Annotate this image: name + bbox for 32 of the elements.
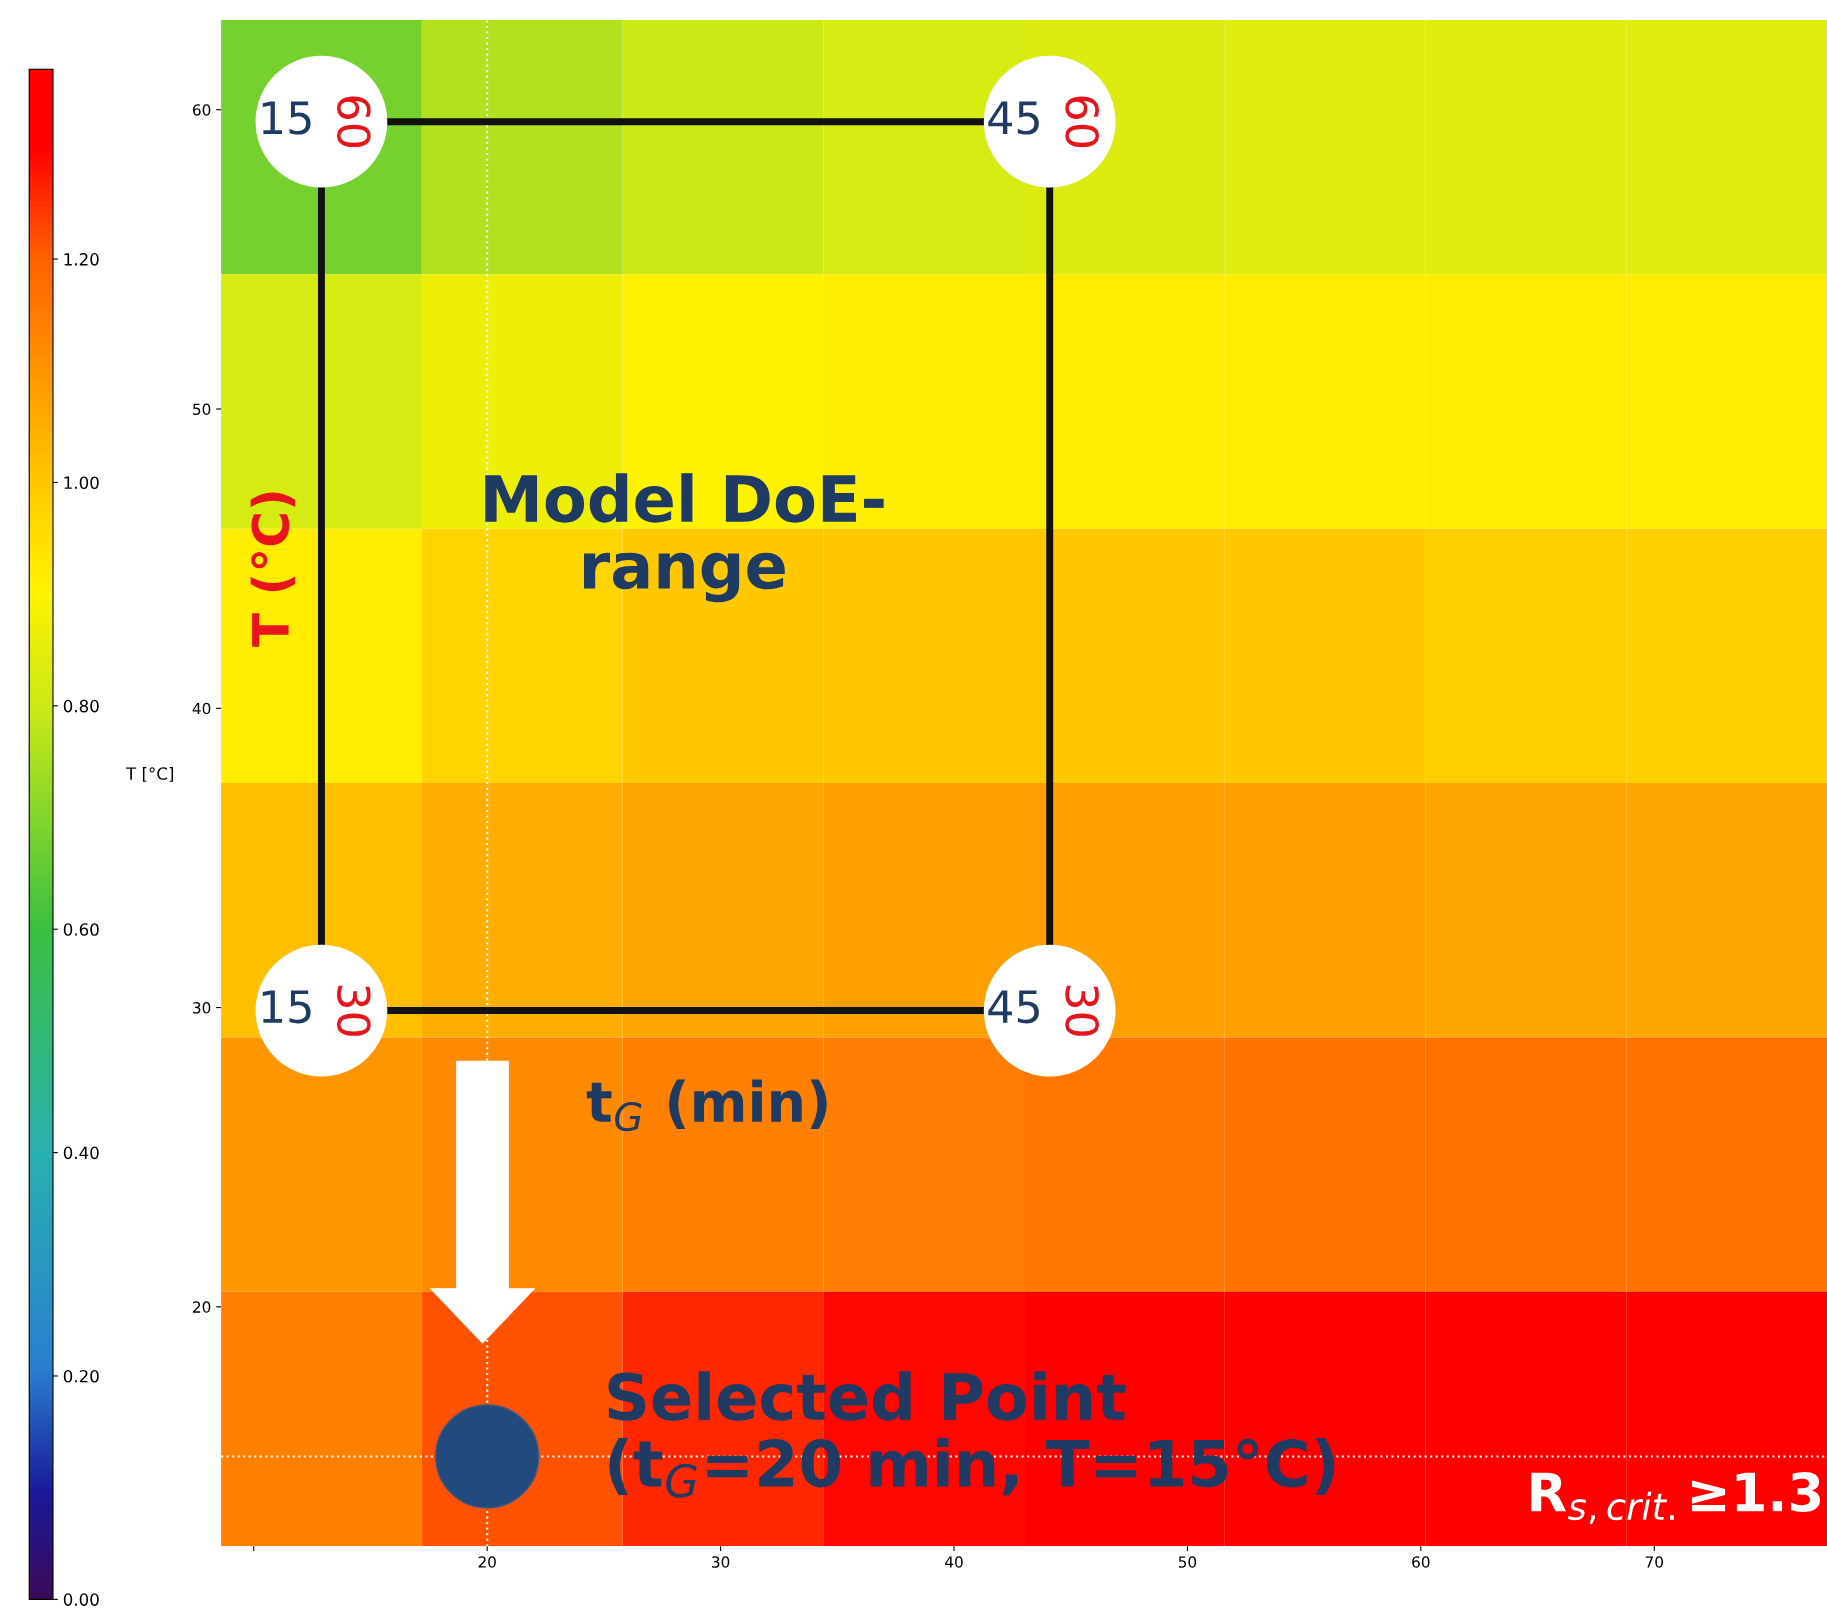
color-bar-label: 1.20: [64, 253, 99, 266]
annotation: R$_{s,crit.}$≥1.3: [1531, 1471, 1820, 1525]
annotation: 30: [337, 985, 371, 1036]
x-tick-label: 60: [1412, 1556, 1430, 1568]
color-bar-label: 1.00: [64, 476, 99, 490]
x-tick-label: 70: [1645, 1556, 1663, 1568]
y-tick-label: 60: [192, 104, 211, 116]
x-tick-label: 20: [478, 1556, 496, 1568]
annotation: T (°C): [250, 492, 296, 647]
x-tick-label: 40: [945, 1556, 963, 1568]
color-bar-label: 0.20: [63, 1369, 99, 1383]
y-axis-title: T [°C]: [125, 766, 174, 782]
annotation: t$_{G}$ (min): [586, 1079, 827, 1132]
annotation: 15: [262, 101, 311, 135]
x-tick-label: 30: [712, 1556, 730, 1568]
annotation: 60: [1065, 96, 1099, 148]
annotation: 60: [337, 96, 371, 148]
annotation: 15: [262, 990, 311, 1024]
annotation: 45: [988, 101, 1039, 135]
y-tick-label: 30: [193, 1002, 211, 1014]
y-tick-label: 40: [192, 702, 211, 715]
y-tick-label: 50: [193, 403, 211, 416]
y-tick-label: 20: [193, 1301, 211, 1313]
color-bar-label: 0.60: [63, 923, 99, 936]
annotation: 45: [988, 990, 1039, 1024]
annotation: Model DoE- range: [485, 473, 884, 603]
color-bar-label: 0.40: [63, 1146, 99, 1160]
color-bar-label: 0.80: [63, 699, 99, 713]
annotation: Selected Point (t$_{G}$=20 min, T=15°C): [608, 1371, 1335, 1498]
x-tick-label: 50: [1178, 1556, 1197, 1568]
annotation: 30: [1065, 985, 1099, 1036]
color-bar-label: 0.00: [63, 1593, 99, 1606]
